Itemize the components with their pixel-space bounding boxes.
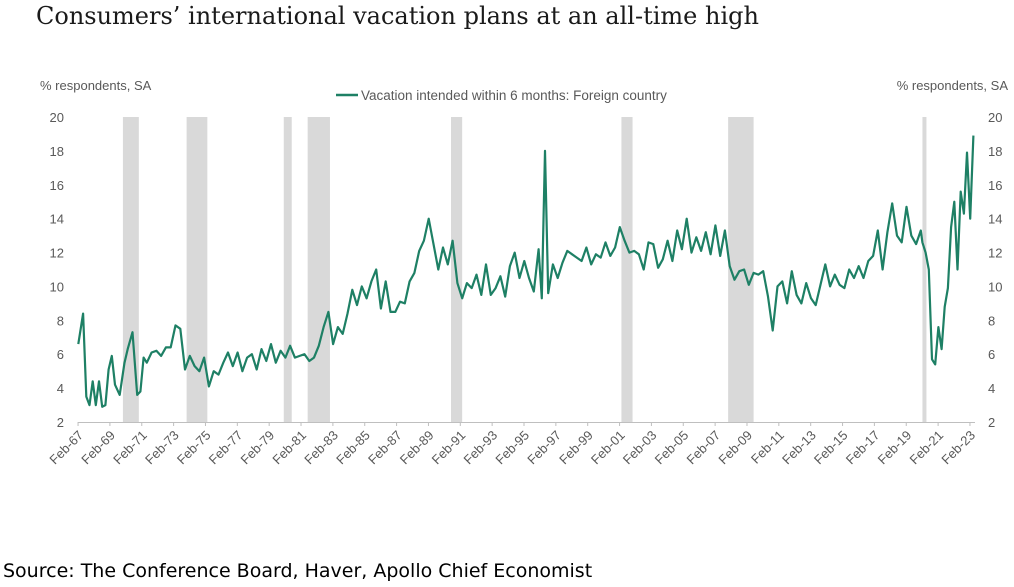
left-y-tick-label: 18 (50, 144, 64, 159)
right-y-tick-label: 8 (988, 313, 995, 328)
x-tick-label: Feb-83 (301, 428, 341, 468)
recession-band-3 (307, 117, 330, 422)
x-tick-label: Feb-75 (174, 428, 214, 468)
right-y-tick-label: 16 (988, 178, 1002, 193)
left-y-tick-label: 12 (50, 246, 64, 261)
legend: Vacation intended within 6 months: Forei… (336, 88, 667, 103)
left-y-tick-label: 16 (50, 178, 64, 193)
right-y-tick-label: 2 (988, 415, 995, 430)
x-tick-label: Feb-99 (556, 428, 596, 468)
x-tick-label: Feb-69 (78, 428, 118, 468)
x-tick-label: Feb-77 (206, 428, 246, 468)
right-y-tick-label: 14 (988, 212, 1002, 227)
x-tick-label: Feb-79 (238, 428, 278, 468)
x-tick-label: Feb-05 (652, 428, 692, 468)
x-tick-label: Feb-97 (524, 428, 564, 468)
recession-band-0 (122, 117, 139, 422)
recession-band-1 (186, 117, 208, 422)
recession-band-5 (621, 117, 633, 422)
x-tick-label: Feb-19 (875, 428, 915, 468)
left-y-tick-label: 8 (57, 313, 64, 328)
left-y-tick-label: 10 (50, 279, 64, 294)
x-tick-label: Feb-15 (811, 428, 851, 468)
x-tick-label: Feb-01 (588, 428, 628, 468)
x-tick-label: Feb-87 (365, 428, 405, 468)
recession-band-7 (922, 117, 927, 422)
line-chart: 2 4 6 8 10 12 14 16 18 20 2 4 6 8 10 12 14 16 18 20 Feb-67… (40, 78, 1009, 467)
left-y-tick-label: 20 (50, 110, 64, 125)
recession-band-2 (283, 117, 292, 422)
series-layer (77, 135, 975, 408)
x-tick-label: Feb-23 (938, 428, 978, 468)
x-tick-label: Feb-17 (843, 428, 883, 468)
chart-title: Consumers’ international vacation plans … (36, 2, 759, 30)
right-y-axis-label: % respondents, SA (897, 78, 1009, 93)
left-y-tick-label: 6 (57, 347, 64, 362)
x-tick-label: Feb-07 (684, 428, 724, 468)
x-tick-label: Feb-81 (269, 428, 309, 468)
left-y-axis: 2 4 6 8 10 12 14 16 18 20 (50, 110, 64, 430)
x-tick-label: Feb-13 (779, 428, 819, 468)
series-line-0 (77, 135, 975, 408)
right-y-tick-label: 6 (988, 347, 995, 362)
right-y-tick-label: 4 (988, 381, 995, 396)
x-tick-label: Feb-93 (461, 428, 501, 468)
right-y-axis: 2 4 6 8 10 12 14 16 18 20 (988, 110, 1002, 430)
right-y-tick-label: 10 (988, 279, 1002, 294)
x-tick-label: Feb-85 (333, 428, 373, 468)
x-tick-label: Feb-11 (748, 428, 787, 467)
x-tick-label: Feb-67 (46, 428, 86, 468)
legend-label: Vacation intended within 6 months: Forei… (361, 88, 667, 103)
x-axis: Feb-67Feb-69Feb-71Feb-73Feb-75Feb-77Feb-… (46, 422, 978, 467)
x-tick-label: Feb-21 (906, 428, 946, 468)
x-tick-label: Feb-71 (110, 428, 150, 468)
x-tick-label: Feb-95 (492, 428, 532, 468)
x-tick-label: Feb-73 (142, 428, 182, 468)
left-y-tick-label: 4 (57, 381, 64, 396)
source-note: Source: The Conference Board, Haver, Apo… (3, 560, 593, 582)
right-y-tick-label: 18 (988, 144, 1002, 159)
x-tick-label: Feb-91 (429, 428, 469, 468)
x-tick-label: Feb-09 (715, 428, 755, 468)
x-tick-label: Feb-03 (620, 428, 660, 468)
right-y-tick-label: 20 (988, 110, 1002, 125)
left-y-axis-label: % respondents, SA (40, 78, 152, 93)
recession-bands (122, 117, 927, 422)
left-y-tick-label: 14 (50, 212, 64, 227)
x-tick-label: Feb-89 (397, 428, 437, 468)
left-y-tick-label: 2 (57, 415, 64, 430)
right-y-tick-label: 12 (988, 246, 1002, 261)
